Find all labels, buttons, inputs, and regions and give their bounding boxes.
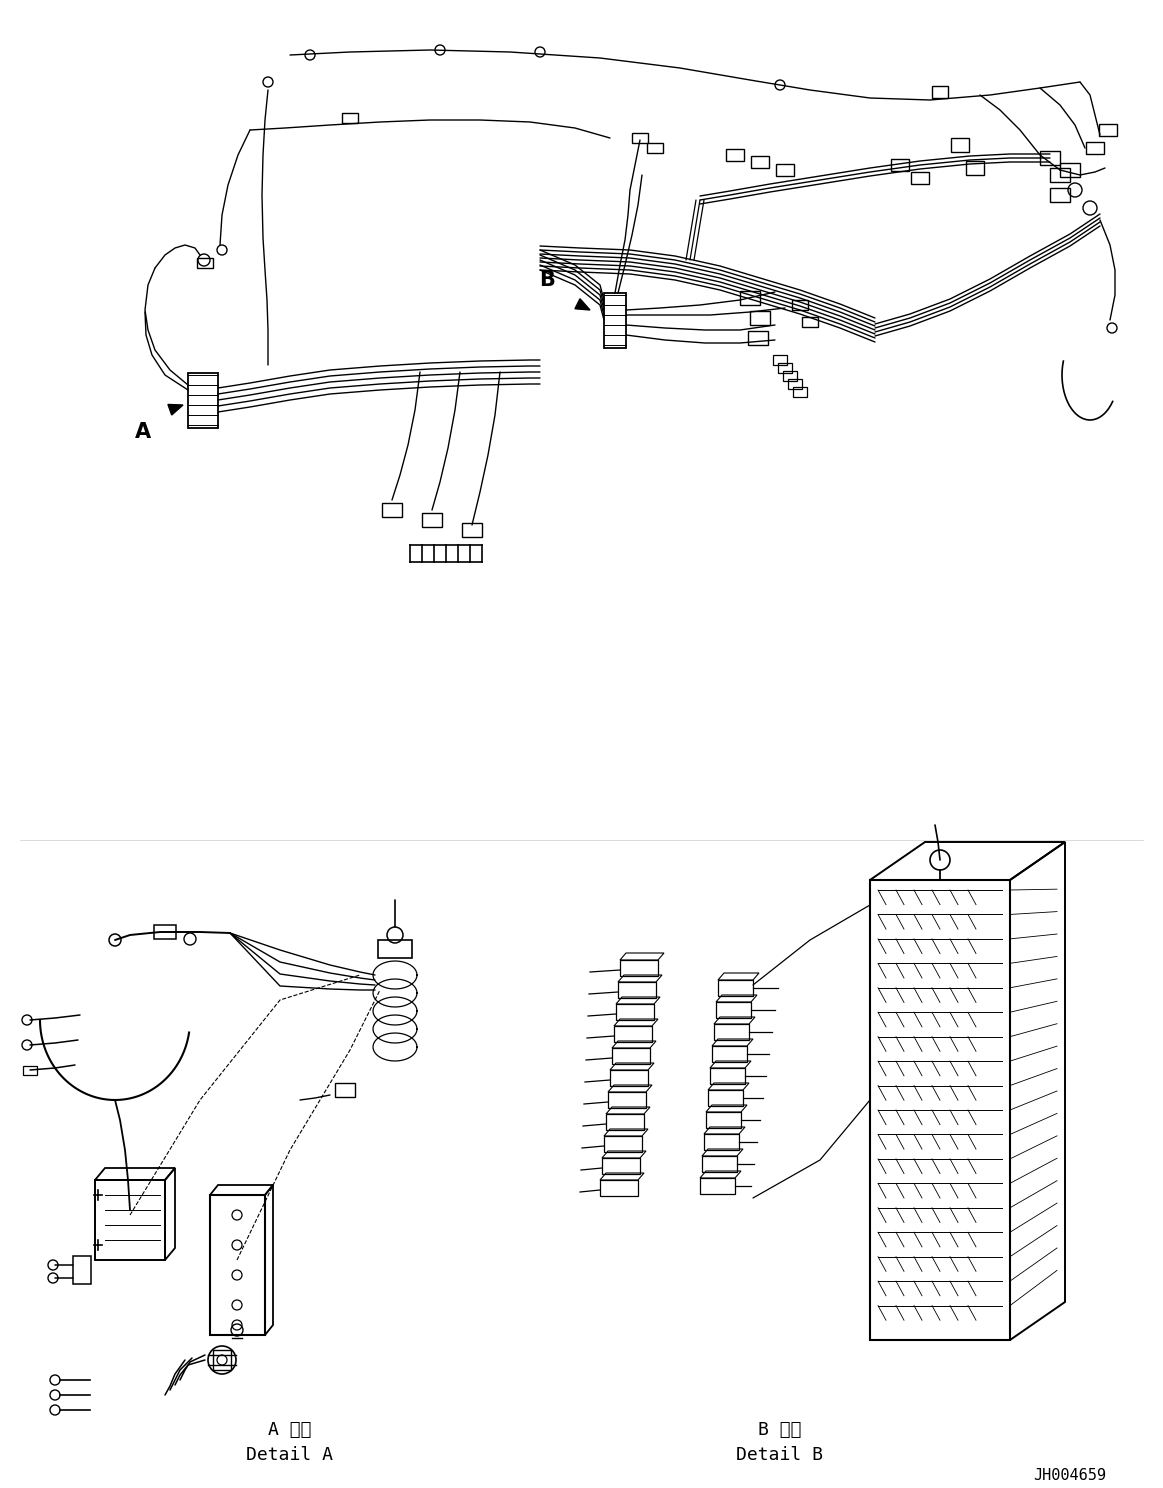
Bar [462, 522, 481, 537]
Bar [154, 926, 176, 939]
Text: A 詳細: A 詳細 [269, 1421, 312, 1439]
Bar [1059, 164, 1080, 177]
Bar [740, 292, 759, 305]
Bar [776, 164, 794, 176]
Text: JH004659: JH004659 [1034, 1467, 1106, 1482]
Text: A: A [135, 423, 151, 442]
Bar [197, 257, 213, 268]
Bar [793, 387, 807, 397]
Bar [422, 513, 442, 527]
Bar [381, 503, 402, 516]
Bar [647, 143, 663, 153]
Bar [750, 311, 770, 324]
Bar [632, 132, 648, 143]
Bar [335, 1083, 355, 1097]
Bar [726, 149, 744, 161]
Polygon shape [167, 405, 183, 415]
Bar [932, 86, 948, 98]
Text: B 詳細: B 詳細 [758, 1421, 801, 1439]
Bar [748, 330, 768, 345]
Bar [773, 356, 787, 365]
Bar [751, 156, 769, 168]
Bar [342, 113, 358, 124]
Text: Detail A: Detail A [247, 1446, 334, 1464]
Bar [951, 138, 969, 152]
Bar [188, 372, 217, 427]
Bar [778, 363, 792, 373]
Bar [23, 1065, 37, 1074]
Text: B: B [540, 269, 555, 290]
Bar [802, 317, 818, 327]
Bar [1050, 187, 1070, 202]
Bar [792, 301, 808, 310]
Bar [966, 161, 984, 176]
Bar [604, 293, 626, 348]
Bar [1040, 150, 1059, 165]
Bar [783, 371, 797, 381]
Text: Detail B: Detail B [736, 1446, 823, 1464]
Bar [1099, 124, 1116, 135]
Bar [891, 159, 909, 171]
Bar [1086, 141, 1104, 153]
Polygon shape [575, 299, 590, 310]
Bar [73, 1256, 91, 1284]
Bar [789, 379, 802, 388]
Bar [1050, 168, 1070, 182]
Bar [213, 1350, 231, 1370]
Bar [911, 173, 929, 185]
